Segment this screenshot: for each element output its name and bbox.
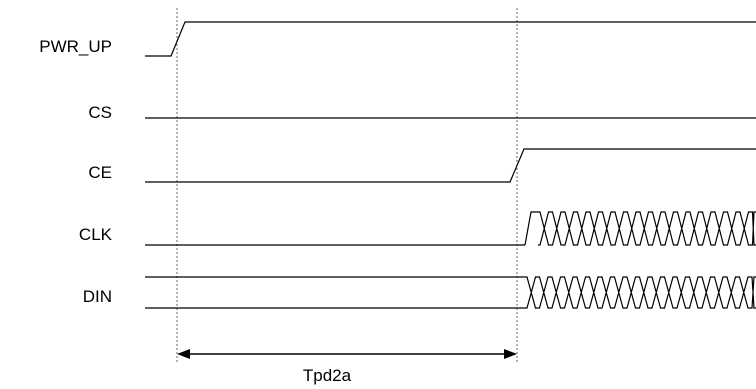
- waveform-clk-toggle: [525, 212, 756, 245]
- timing-arrow-tpd2a: [177, 349, 517, 359]
- signal-label-din: DIN: [83, 287, 112, 306]
- waveform-clk: [145, 212, 756, 245]
- waveform-pwr-up: [145, 22, 756, 56]
- signal-label-ce: CE: [88, 163, 112, 182]
- waveform-ce: [145, 149, 756, 182]
- timing-arrow-head-left: [177, 349, 190, 359]
- waveform-din: [145, 277, 756, 308]
- timing-arrow-head-right: [504, 349, 517, 359]
- signal-label-clk: CLK: [79, 225, 113, 244]
- signal-label-cs: CS: [88, 103, 112, 122]
- signal-label-pwr-up: PWR_UP: [39, 37, 112, 56]
- timing-label-tpd2a: Tpd2a: [303, 366, 352, 385]
- waveform-din-toggle: [525, 277, 756, 308]
